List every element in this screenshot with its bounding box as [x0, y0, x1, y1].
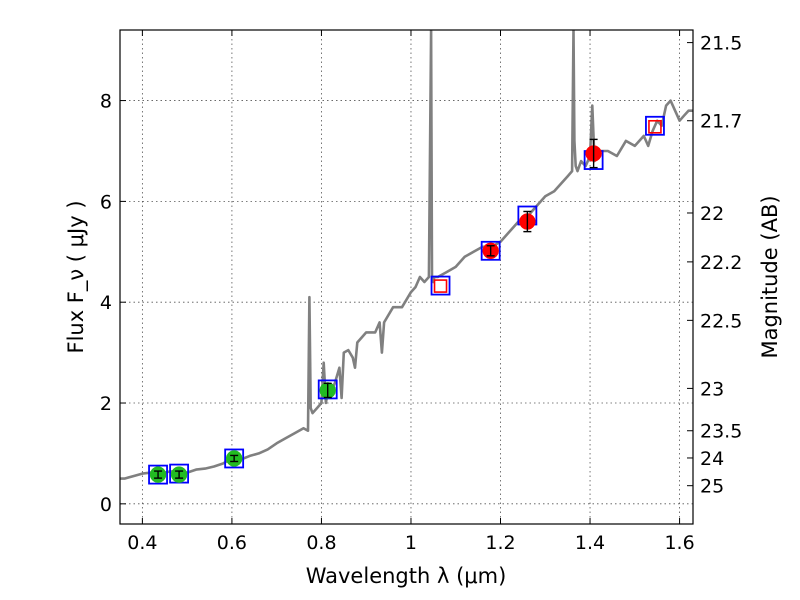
- y-right-tick-label: 21.7: [700, 111, 742, 133]
- y-right-tick-label: 22.5: [700, 310, 742, 332]
- y-right-tick-label: 25: [700, 476, 724, 498]
- y-right-axis-label: Magnitude (AB): [758, 195, 782, 358]
- y-right-tick-label: 22.2: [700, 252, 742, 274]
- y-right-tick-label: 21.5: [700, 33, 742, 55]
- x-tick-label: 1.6: [664, 532, 694, 554]
- y-tick-label: 4: [100, 292, 112, 314]
- y-right-tick-label: 22: [700, 203, 724, 225]
- x-axis-label: Wavelength λ (μm): [306, 564, 507, 588]
- x-tick-label: 1: [405, 532, 417, 554]
- x-tick-label: 1.4: [575, 532, 605, 554]
- nir-open-point: [433, 279, 448, 293]
- y-axis-label: Flux F_ν ( μJy ): [64, 200, 89, 353]
- model-photometry-square: [224, 448, 245, 469]
- y-right-tick-label: 23.5: [700, 421, 742, 443]
- model-photometry-square: [645, 115, 665, 136]
- axis-ticks: 0.4 0.6 0.8 1 1.2 1.4 1.60246821.521.72222.222…: [100, 30, 742, 554]
- x-tick-label: 1.2: [485, 532, 515, 554]
- spectrum-line: [120, 30, 693, 480]
- y-tick-label: 6: [100, 191, 112, 213]
- model-photometry-square: [480, 240, 501, 261]
- plot-area: [120, 30, 693, 485]
- x-tick-label: 0.6: [217, 532, 247, 554]
- plot-frame: [119, 29, 694, 525]
- y-tick-label: 0: [100, 494, 112, 516]
- y-right-tick-label: 24: [700, 448, 724, 470]
- x-tick-label: 0.4: [127, 532, 157, 554]
- model-photometry-square: [430, 275, 451, 296]
- y-tick-label: 8: [100, 91, 112, 113]
- y-right-tick-label: 23: [700, 378, 724, 400]
- nir-open-point: [648, 119, 662, 134]
- grid-lines: [120, 30, 693, 524]
- y-tick-label: 2: [100, 393, 112, 415]
- model-photometry-square: [148, 464, 168, 485]
- x-tick-label: 0.8: [306, 532, 336, 554]
